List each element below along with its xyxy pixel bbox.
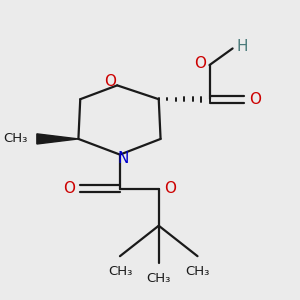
Text: O: O [63,181,75,196]
Text: O: O [194,56,206,71]
Polygon shape [37,134,78,144]
Text: O: O [104,74,116,89]
Text: H: H [236,39,248,54]
Text: O: O [249,92,261,107]
Text: N: N [118,151,129,166]
Text: CH₃: CH₃ [108,266,132,278]
Text: CH₃: CH₃ [185,266,210,278]
Text: O: O [164,181,176,196]
Text: CH₃: CH₃ [146,272,171,285]
Text: CH₃: CH₃ [3,132,28,146]
